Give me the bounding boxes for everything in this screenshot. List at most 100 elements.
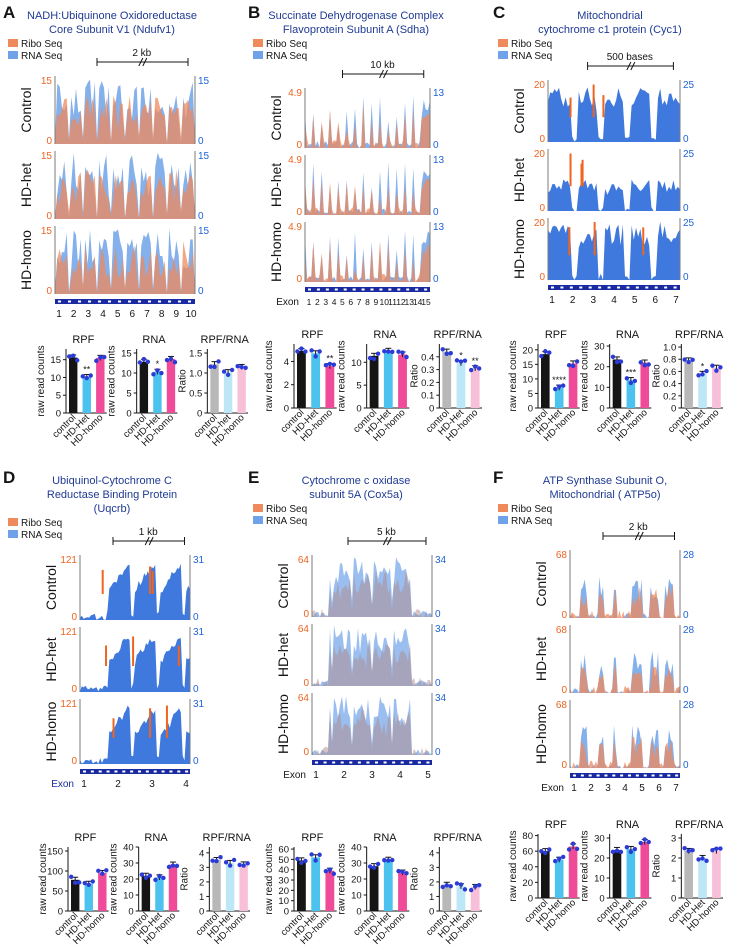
gene-model-intron [415, 288, 419, 291]
y-tick-label: 0.4 [421, 352, 434, 363]
data-point [454, 358, 460, 363]
y-tick-label: 50 [52, 887, 63, 898]
data-point [396, 349, 401, 354]
data-point [208, 364, 213, 369]
bar-hd-homo [98, 873, 107, 911]
panel-letter: C [493, 3, 505, 22]
data-point [539, 849, 544, 854]
scale-break [379, 69, 384, 79]
rna-axis-min: 0 [435, 609, 441, 620]
y-tick-label: 2 [429, 877, 434, 888]
y-tick-label: 0 [56, 409, 61, 420]
gene-model-intron [130, 770, 134, 773]
y-tick-label: 1.0 [189, 369, 202, 380]
y-axis-label: Ratio [651, 364, 662, 388]
y-axis-label: raw read counts [109, 843, 120, 914]
gene-model-intron [178, 300, 181, 303]
scale-break [638, 531, 644, 541]
condition-label: HD-homo [18, 230, 34, 290]
data-point [700, 372, 705, 377]
data-point [400, 869, 405, 874]
ribo-axis-max: 68 [556, 700, 568, 711]
ribo-axis-min: 0 [46, 286, 52, 297]
bar-chart-title: RPF/RNA [434, 329, 483, 341]
data-point [77, 880, 82, 885]
rna-axis-min: 0 [683, 610, 689, 621]
rna-axis-min: 0 [435, 747, 441, 758]
data-point [646, 362, 651, 367]
data-point [570, 363, 576, 369]
y-tick-label: 5 [528, 389, 533, 400]
data-point [444, 351, 449, 357]
y-axis-label: raw read counts [580, 830, 591, 901]
gene-model-intron [108, 300, 111, 303]
data-point [690, 357, 695, 362]
y-tick-label: 0 [528, 894, 533, 905]
legend-rna-swatch [8, 530, 18, 538]
bar-control [369, 866, 379, 911]
bar-control [541, 354, 550, 408]
gene-title-line: Mitochondrial ( ATP5o) [549, 489, 660, 501]
gene-title-line: NADH:Ubiquinone Oxidoreductase [27, 10, 197, 22]
data-point [642, 837, 647, 842]
gene-model-intron [58, 300, 61, 303]
data-point [317, 852, 322, 857]
data-point [686, 848, 691, 854]
y-tick-label: 100 [47, 867, 63, 878]
data-point [632, 378, 638, 384]
bar-hd-het [554, 387, 564, 408]
exon-label: Exon [276, 297, 299, 308]
bar-control [442, 351, 452, 408]
data-point [440, 884, 445, 890]
y-tick-label: 5 [126, 389, 131, 400]
data-point [404, 871, 409, 876]
ribo-axis-max: 4.9 [288, 88, 302, 99]
exon-number: 14 [413, 297, 423, 307]
rna-coverage-track [548, 87, 680, 142]
legend-rna-swatch [253, 516, 263, 524]
rna-axis-max: 15 [198, 151, 210, 162]
gene-model-intron [579, 286, 583, 289]
bar-chart-title: RPF [545, 819, 567, 831]
data-point [454, 881, 460, 886]
data-point [476, 883, 482, 888]
ribo-axis-max: 121 [60, 627, 77, 638]
y-tick-label: 40 [278, 865, 289, 876]
exon-number: 3 [605, 783, 611, 794]
gene-model-intron [128, 300, 131, 303]
bar-chart-title: RPF [301, 832, 323, 844]
ribo-axis-min: 0 [539, 272, 545, 283]
gene-model-intron [406, 288, 410, 291]
y-tick-label: 40 [351, 843, 362, 854]
exon-number: 6 [656, 783, 662, 794]
y-tick-label: 3 [199, 863, 204, 874]
y-tick-label: 10 [278, 896, 289, 907]
bar-control [139, 361, 149, 413]
gene-model-intron [138, 300, 141, 303]
data-point [560, 383, 566, 388]
data-point [323, 363, 329, 368]
ribo-axis-min: 0 [71, 612, 77, 623]
data-point [299, 860, 304, 865]
gene-title-line: Succinate Dehydrogenase Complex [268, 10, 444, 22]
exon-number: 3 [369, 770, 375, 781]
data-point [223, 860, 229, 865]
data-point [682, 846, 687, 851]
bar-control [684, 851, 693, 898]
rna-axis-max: 28 [683, 550, 695, 561]
y-tick-label: 0 [126, 409, 131, 420]
significance-label: ** [83, 365, 91, 375]
ribo-coverage-track [55, 169, 195, 219]
condition-label: Control [18, 87, 34, 132]
data-point [462, 358, 468, 363]
data-point [714, 368, 719, 373]
gene-model-intron [366, 761, 370, 764]
gene-model-intron [83, 770, 86, 773]
y-tick-label: 20 [594, 362, 605, 373]
bar-hd-homo [237, 367, 246, 413]
gene-model-intron [598, 286, 602, 289]
data-point [69, 874, 74, 880]
exon-number: 2 [315, 297, 320, 307]
